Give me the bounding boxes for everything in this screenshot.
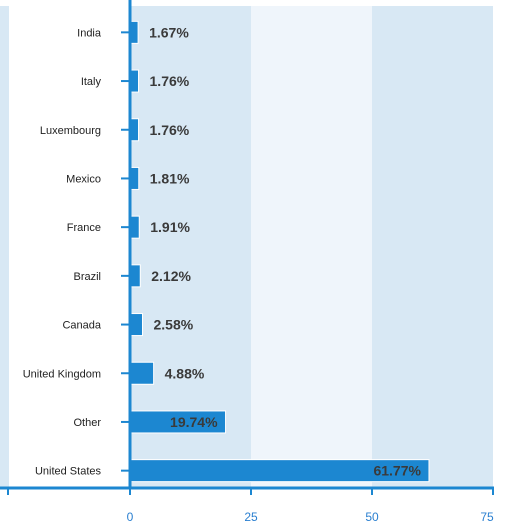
value-label-9: 61.77%: [373, 463, 421, 479]
category-label-0: India: [77, 27, 102, 39]
category-label-7: United Kingdom: [23, 368, 101, 380]
category-label-5: Brazil: [73, 271, 101, 283]
background-bands: [0, 6, 493, 488]
band-0: [130, 6, 251, 488]
value-label-4: 1.91%: [150, 219, 190, 235]
value-label-3: 1.81%: [150, 170, 190, 186]
value-label-2: 1.76%: [150, 122, 190, 138]
labels-group: 0 25 50 75 India 1.67% Italy 1.76% Luxembourg 1.7…: [23, 24, 494, 524]
bar-7: [129, 361, 155, 385]
band-2: [372, 6, 493, 488]
value-label-7: 4.88%: [165, 365, 205, 381]
value-label-0: 1.67%: [149, 24, 189, 40]
value-label-6: 2.58%: [153, 317, 193, 333]
x-tick-label-0: 0: [127, 510, 134, 524]
bars-group: [129, 20, 430, 483]
band-left-edge: [0, 6, 9, 488]
category-label-3: Mexico: [66, 173, 101, 185]
category-label-2: Luxembourg: [40, 125, 101, 137]
value-label-8: 19.74%: [170, 414, 218, 430]
axes-group: [0, 0, 494, 495]
value-label-5: 2.12%: [151, 268, 191, 284]
bar-5: [129, 264, 141, 288]
band-1: [251, 6, 372, 488]
category-label-1: Italy: [81, 76, 102, 88]
category-label-9: United States: [35, 466, 102, 478]
bar-6: [129, 313, 143, 337]
x-tick-label-2: 50: [365, 510, 379, 524]
value-label-1: 1.76%: [150, 73, 190, 89]
category-label-6: Canada: [62, 320, 101, 332]
x-tick-label-3: 75: [480, 510, 494, 524]
category-label-8: Other: [73, 417, 101, 429]
x-tick-label-1: 25: [244, 510, 258, 524]
category-label-4: France: [67, 222, 101, 234]
